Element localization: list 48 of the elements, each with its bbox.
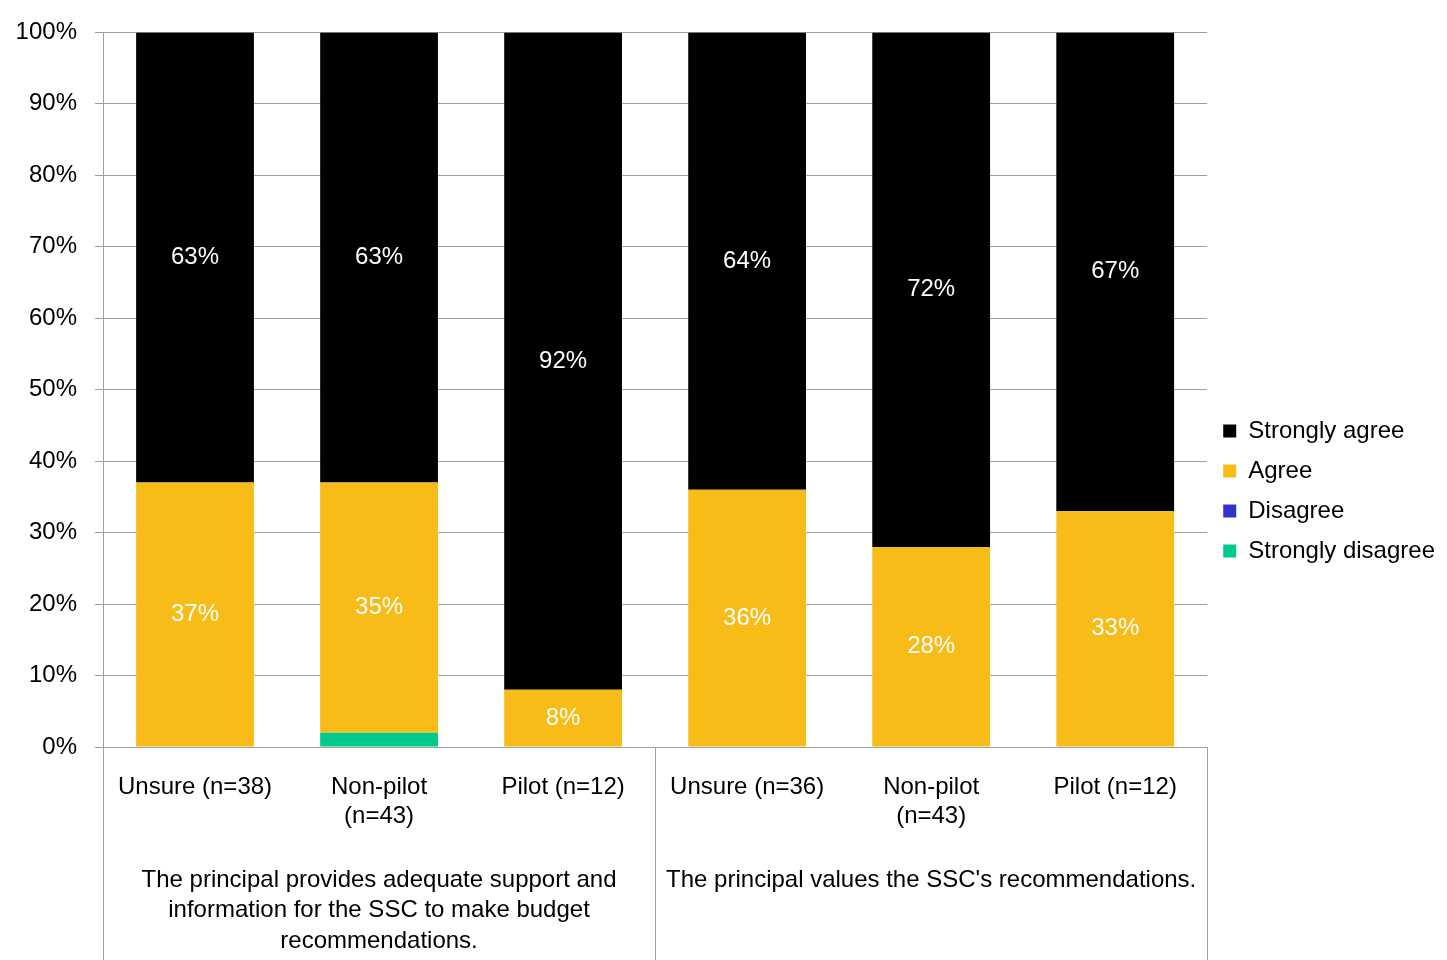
y-tick-label: 60% bbox=[28, 302, 77, 330]
x-tick-label: Pilot (n=12) bbox=[501, 772, 625, 800]
legend-label: Disagree bbox=[1248, 495, 1345, 523]
x-tick-label: Pilot (n=12) bbox=[1053, 772, 1177, 800]
bar bbox=[136, 482, 254, 747]
data-label: 63% bbox=[171, 242, 220, 270]
data-label: 92% bbox=[539, 345, 588, 373]
x-tick-label: Non-pilot (n=43) bbox=[331, 772, 428, 828]
data-label: 28% bbox=[907, 631, 956, 659]
bar bbox=[320, 32, 438, 483]
data-label: 36% bbox=[723, 602, 772, 630]
y-tick-label: 0% bbox=[42, 731, 77, 759]
x-tick-label: Unsure (n=38) bbox=[117, 772, 273, 800]
legend-label: Agree bbox=[1248, 455, 1313, 483]
bar bbox=[320, 732, 438, 747]
y-tick-label: 80% bbox=[28, 159, 77, 187]
bar bbox=[872, 546, 991, 747]
x-tick-label: Unsure (n=36) bbox=[670, 772, 825, 800]
y-tick-label: 10% bbox=[28, 660, 77, 688]
legend-label: Strongly disagree bbox=[1248, 535, 1436, 563]
y-tick-label: 100% bbox=[15, 17, 77, 45]
text: The principal provides adequate support and information for the SSC to make budget recommendations. bbox=[141, 864, 617, 953]
x-tick-label: Non-pilot (n=43) bbox=[883, 772, 980, 828]
bar bbox=[504, 32, 622, 690]
bar bbox=[1056, 32, 1175, 512]
data-label: 63% bbox=[355, 242, 404, 270]
data-label: 33% bbox=[1091, 613, 1140, 641]
bar bbox=[688, 32, 807, 490]
y-tick-label: 70% bbox=[28, 231, 77, 259]
bar bbox=[320, 482, 438, 733]
y-tick-label: 30% bbox=[28, 517, 77, 545]
text: The principal values the SSC's recommendations. bbox=[666, 864, 1197, 892]
bar bbox=[504, 689, 622, 747]
data-label: 72% bbox=[907, 274, 956, 302]
data-label: 67% bbox=[1091, 256, 1140, 284]
bar bbox=[688, 489, 807, 747]
data-label: 37% bbox=[171, 599, 220, 627]
data-label: 35% bbox=[355, 592, 404, 620]
y-tick-label: 90% bbox=[28, 88, 77, 116]
data-label: 8% bbox=[545, 702, 581, 730]
y-tick-label: 50% bbox=[28, 374, 77, 402]
bar bbox=[136, 32, 254, 483]
legend-label: Strongly agree bbox=[1248, 415, 1405, 443]
bar bbox=[872, 32, 991, 547]
y-tick-label: 40% bbox=[28, 445, 77, 473]
bar bbox=[1056, 511, 1175, 747]
data-label: 64% bbox=[723, 245, 772, 273]
y-tick-label: 20% bbox=[28, 588, 77, 616]
